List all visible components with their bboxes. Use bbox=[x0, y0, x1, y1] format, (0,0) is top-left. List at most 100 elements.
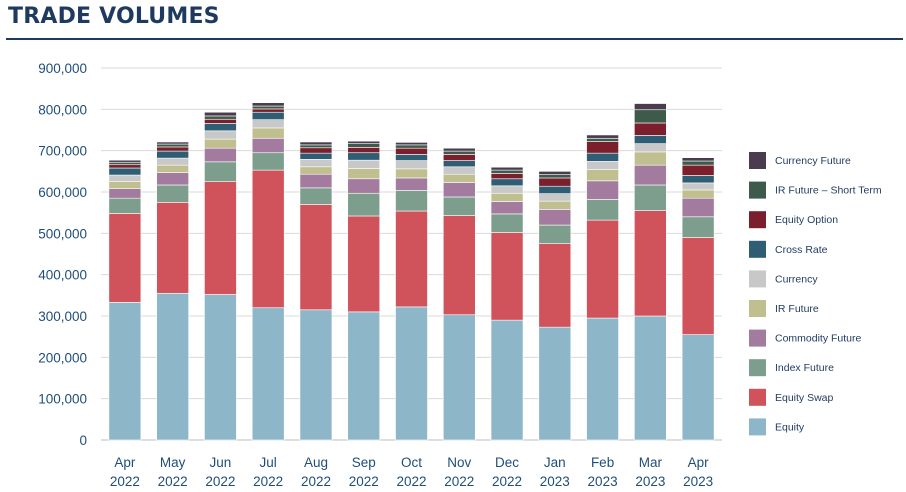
bar-segment bbox=[299, 147, 333, 154]
bar-segment bbox=[634, 151, 667, 166]
bar-stack bbox=[204, 111, 237, 441]
bar-segment bbox=[108, 174, 142, 182]
y-axis: 0 100,000 200,000 300,000 400,000 500,000 600,… bbox=[38, 61, 87, 448]
bar-segment bbox=[299, 187, 333, 205]
x-tick-month: Feb bbox=[591, 455, 614, 470]
x-tick-year: 2022 bbox=[301, 474, 331, 489]
bar-segment bbox=[490, 201, 524, 215]
legend-label: IR Future bbox=[775, 303, 819, 315]
bar-segment bbox=[156, 141, 189, 145]
bar-segment bbox=[204, 161, 237, 182]
legend-item: Currency bbox=[749, 270, 818, 288]
legend-label: IR Future – Short Term bbox=[775, 185, 882, 197]
bar-segment bbox=[108, 167, 142, 176]
bar-segment bbox=[251, 108, 285, 113]
bar-segment bbox=[204, 130, 237, 140]
bar-segment bbox=[347, 178, 381, 194]
y-tick-label: 200,000 bbox=[38, 350, 87, 365]
bar-segment bbox=[634, 109, 667, 124]
x-tick-year: 2023 bbox=[635, 474, 665, 489]
legend: Currency Future IR Future – Short Term Equ… bbox=[749, 152, 882, 436]
bar-segment bbox=[681, 237, 715, 335]
bar-segment bbox=[395, 210, 428, 308]
bar-stack bbox=[538, 171, 572, 441]
bar-segment bbox=[490, 169, 524, 174]
x-tick-month: Nov bbox=[447, 455, 471, 470]
bar-stack bbox=[299, 141, 333, 441]
bar-segment bbox=[442, 182, 476, 198]
legend-label: Equity Option bbox=[775, 214, 838, 226]
legend-item: Cross Rate bbox=[749, 240, 828, 258]
x-tick-month: Jun bbox=[210, 455, 232, 470]
bar-stack bbox=[251, 102, 285, 441]
bar-segment bbox=[251, 111, 285, 120]
bar-segment bbox=[681, 164, 715, 176]
legend-label: Currency bbox=[775, 273, 818, 285]
bar-segment bbox=[681, 175, 715, 184]
bar-segment bbox=[347, 143, 381, 148]
bar-segment bbox=[586, 137, 619, 142]
legend-label: Index Future bbox=[775, 362, 834, 374]
bar-segment bbox=[586, 134, 619, 139]
x-tick-month: Apr bbox=[114, 455, 136, 470]
x-axis: Apr 2022 May 2022 Jun 2022 Jul 2022 Aug 2022 Sep 20… bbox=[110, 455, 713, 489]
bar-segment bbox=[347, 192, 381, 217]
bar-stack bbox=[347, 140, 381, 441]
bar-segment bbox=[442, 314, 476, 441]
bar-segment bbox=[251, 307, 285, 441]
bar-segment bbox=[299, 141, 333, 146]
bar-segment bbox=[395, 306, 428, 441]
legend-item: Equity Swap bbox=[749, 388, 834, 406]
bar-segment bbox=[251, 127, 285, 139]
bar-segment bbox=[442, 215, 476, 316]
bar-stack bbox=[634, 103, 667, 441]
bar-stack bbox=[681, 157, 715, 441]
bar-stack bbox=[586, 134, 619, 441]
bar-segment bbox=[251, 102, 285, 107]
bar-segment bbox=[108, 213, 142, 303]
bar-segment bbox=[108, 159, 142, 163]
bar-stack bbox=[490, 166, 524, 441]
bar-segment bbox=[251, 119, 285, 129]
bar-segment bbox=[395, 144, 428, 149]
bar-segment bbox=[538, 200, 572, 210]
y-tick-label: 500,000 bbox=[38, 226, 87, 241]
legend-swatch bbox=[749, 152, 766, 169]
legend-swatch bbox=[749, 388, 766, 406]
bars bbox=[108, 102, 715, 441]
bar-segment bbox=[204, 111, 237, 117]
x-tick-year: 2022 bbox=[349, 474, 379, 489]
bar-segment bbox=[681, 197, 715, 218]
x-tick-year: 2022 bbox=[205, 474, 235, 489]
bar-segment bbox=[538, 326, 572, 441]
bar-segment bbox=[204, 118, 237, 124]
bar-segment bbox=[490, 173, 524, 180]
bar-segment bbox=[634, 143, 667, 153]
bar-segment bbox=[156, 157, 189, 166]
bar-segment bbox=[490, 192, 524, 202]
legend-item: Index Future bbox=[749, 359, 834, 377]
bar-segment bbox=[586, 199, 619, 221]
bar-stack bbox=[442, 147, 476, 441]
bar-segment bbox=[156, 143, 189, 148]
bar-segment bbox=[490, 232, 524, 321]
bar-segment bbox=[347, 168, 381, 180]
bar-segment bbox=[681, 334, 715, 441]
legend-item: IR Future bbox=[749, 300, 819, 317]
y-tick-label: 100,000 bbox=[38, 392, 87, 407]
bar-segment bbox=[299, 159, 333, 168]
bar-segment bbox=[490, 213, 524, 233]
legend-item: Equity Option bbox=[749, 211, 838, 229]
bar-segment bbox=[156, 150, 189, 159]
bar-segment bbox=[204, 147, 237, 163]
y-tick-label: 700,000 bbox=[38, 144, 87, 159]
bar-segment bbox=[442, 147, 476, 152]
bar-segment bbox=[442, 154, 476, 161]
bar-segment bbox=[156, 202, 189, 294]
bar-stack bbox=[156, 141, 189, 441]
bar-segment bbox=[538, 174, 572, 179]
bar-segment bbox=[538, 209, 572, 226]
bar-segment bbox=[442, 173, 476, 183]
legend-label: Cross Rate bbox=[775, 244, 828, 256]
bar-segment bbox=[442, 150, 476, 155]
